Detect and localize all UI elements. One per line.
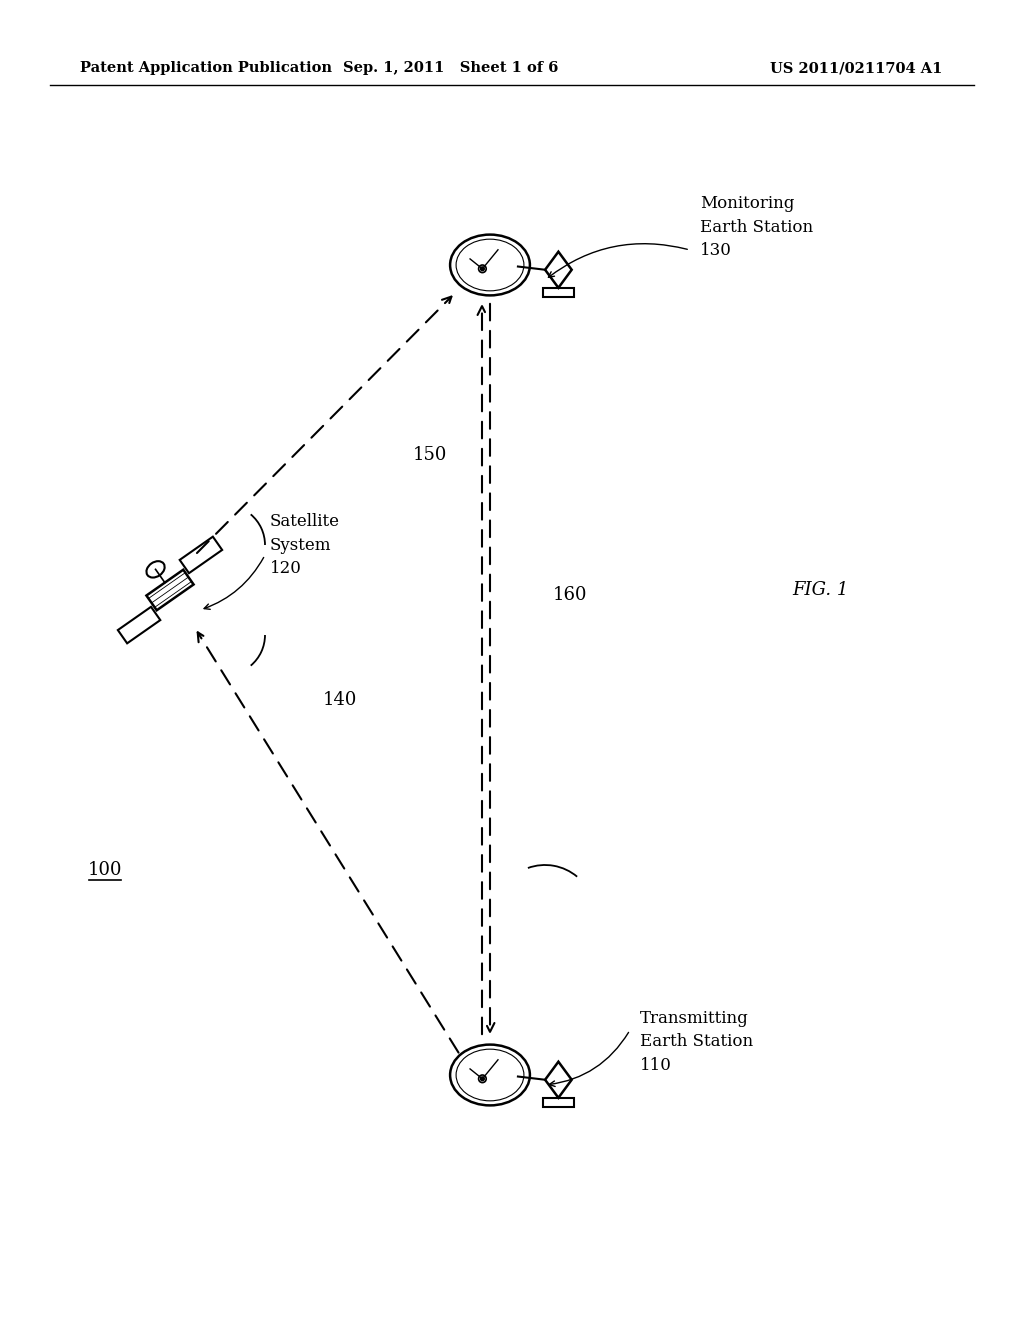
Circle shape (480, 1077, 484, 1081)
Text: 140: 140 (323, 690, 357, 709)
Text: Monitoring
Earth Station
130: Monitoring Earth Station 130 (700, 195, 813, 259)
Bar (543, 288, 573, 297)
Text: 100: 100 (88, 861, 122, 879)
Bar (543, 1098, 573, 1107)
Text: Sep. 1, 2011   Sheet 1 of 6: Sep. 1, 2011 Sheet 1 of 6 (343, 61, 558, 75)
Text: 160: 160 (553, 586, 587, 605)
Text: Transmitting
Earth Station
110: Transmitting Earth Station 110 (640, 1010, 753, 1074)
Text: Satellite
System
120: Satellite System 120 (270, 513, 340, 577)
Text: 150: 150 (413, 446, 447, 465)
Text: Patent Application Publication: Patent Application Publication (80, 61, 332, 75)
Text: FIG. 1: FIG. 1 (792, 581, 848, 599)
Circle shape (480, 267, 484, 271)
Text: US 2011/0211704 A1: US 2011/0211704 A1 (770, 61, 942, 75)
